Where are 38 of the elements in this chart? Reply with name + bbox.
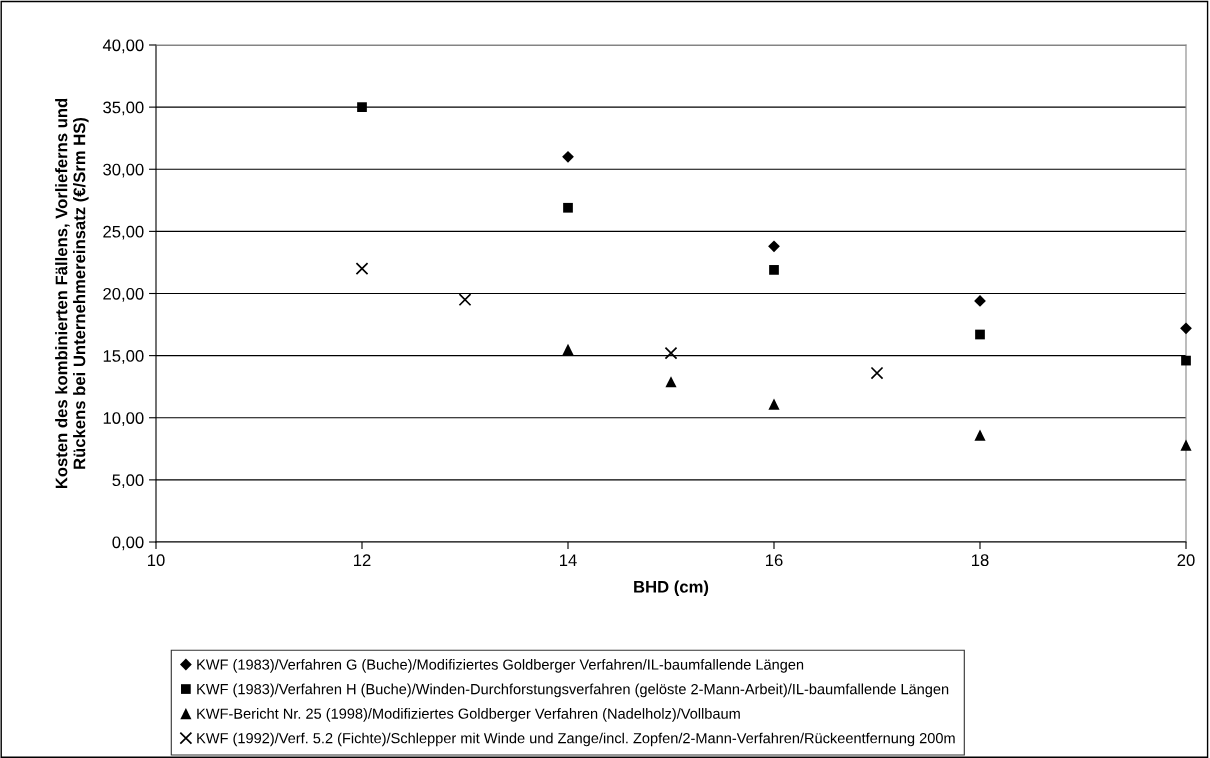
y-tick-label: 20,00: [103, 287, 144, 302]
x-tick-label: 14: [560, 554, 577, 566]
legend-label: KWF (1983)/Verfahren H (Buche)/Winden-Durchforstungsverfahren (gelöste 2-Mann-Arbeit)/IL-baumfallende Längen: [197, 683, 949, 698]
x-tick-label: 10: [148, 554, 165, 567]
point: [563, 202, 573, 213]
point: [1180, 439, 1192, 451]
point: [1180, 322, 1192, 335]
x-tick-label: 18: [972, 554, 989, 567]
point: [974, 429, 986, 441]
point: [562, 343, 574, 355]
point: [768, 398, 780, 410]
point: [458, 293, 472, 307]
y-tick-label: 25,00: [103, 225, 144, 240]
legend-label: KWF-Bericht Nr. 25 (1998)/Modifiziertes Goldberger Verfahren (Nadelholz)/Vollbaum: [197, 708, 740, 722]
point: [768, 240, 780, 253]
y-tick-label: 10,00: [103, 412, 144, 426]
y-tick-label: 40,00: [102, 39, 144, 54]
y-tick-label: 35,00: [103, 101, 144, 116]
point: [769, 265, 779, 275]
point: [357, 102, 367, 112]
legend-label: KWF (1992)/Verf. 5.2 (Fichte)/Schlepper mit Winde und Zange/incl. Zopfen/2-Mann-Verfahren/Rückeentfernung 200m: [197, 732, 955, 747]
legend-label: KWF (1983)/Verfahren G (Buche)/Modifiziertes Goldberger Verfahren/IL-baumfallende Längen: [197, 659, 804, 673]
x-tick-label: 20: [1177, 554, 1195, 567]
y-tick-label: 0,00: [112, 536, 144, 551]
point: [975, 329, 985, 340]
point: [870, 366, 884, 380]
y-axis-title: Kosten des kombinierten Fällens, Vorlieferns und Rückens bei Unternehmereinsatz (€/Srm HS): [55, 98, 89, 489]
y-tick-label: 15,00: [103, 350, 144, 364]
point: [665, 376, 677, 388]
x-tick-label: 16: [766, 554, 783, 567]
point: [1181, 355, 1191, 366]
x-axis-title: BHD (cm): [634, 580, 709, 596]
point: [355, 262, 369, 276]
y-tick-label: 5,00: [112, 474, 144, 489]
point: [562, 150, 574, 163]
y-tick-label: 30,00: [103, 163, 144, 178]
x-tick-label: 12: [354, 554, 371, 566]
point: [664, 346, 678, 360]
